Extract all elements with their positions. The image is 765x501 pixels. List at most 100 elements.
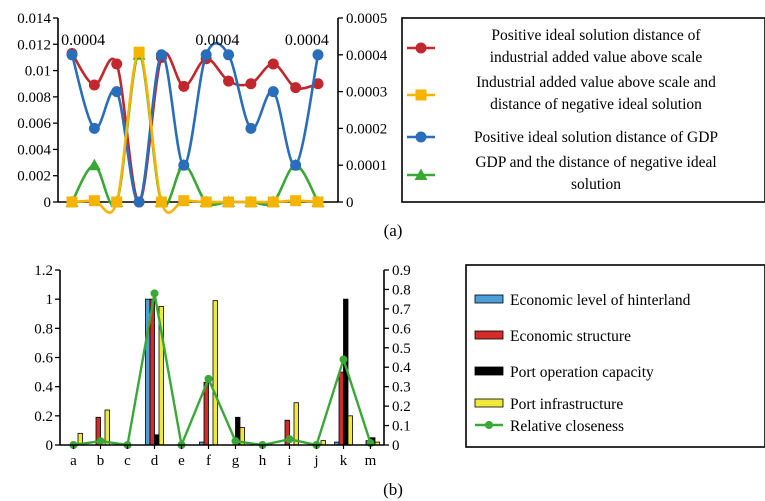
y-tick-label: 0.6: [34, 351, 53, 367]
x-tick-label: h: [259, 453, 267, 469]
data-point: [88, 122, 100, 134]
x-tick-label: f: [206, 453, 211, 469]
legend-entry: Economic structure: [474, 328, 631, 345]
data-point: [245, 78, 257, 90]
legend-label: Relative closeness: [510, 418, 624, 435]
data-point: [267, 196, 279, 208]
legend-label: Industrial added value above scale and: [476, 74, 716, 91]
line-series-relative-closeness: [69, 289, 375, 450]
y2-tick-label: 0.7: [392, 302, 411, 318]
data-point: [133, 196, 145, 208]
y2-tick-label: 0.4: [392, 360, 411, 376]
legend-label: Port infrastructure: [510, 396, 623, 413]
legend-entry: Positive ideal solution distance of GDP: [407, 129, 718, 146]
x-tick-label: m: [365, 453, 377, 469]
y2-tick-label: 0.3: [392, 380, 411, 396]
data-point: [290, 195, 302, 207]
x-tick-label: j: [313, 453, 318, 469]
data-point: [111, 196, 123, 208]
data-point: [223, 196, 235, 208]
legend-label: industrial added value above scale: [490, 49, 703, 66]
legend-swatch-marker: [415, 89, 427, 101]
data-point: [267, 86, 279, 98]
legend-label: Economic level of hinterland: [510, 292, 691, 309]
legend-swatch-bar: [474, 366, 504, 376]
y2-tick-label: 0: [346, 195, 354, 211]
legend-swatch-marker: [414, 168, 428, 180]
bar: [293, 402, 299, 446]
y2-tick-label: 0.1: [392, 419, 411, 435]
legend-swatch-marker: [485, 421, 493, 429]
caption-b: (b): [383, 480, 403, 499]
y-tick-label: 0.2: [34, 409, 53, 425]
y2-tick-label: 0: [392, 438, 400, 454]
legend-label: Positive ideal solution distance of: [491, 27, 701, 44]
y-tick-label: 0: [44, 195, 52, 211]
data-point: [111, 86, 123, 98]
legend-label: Positive ideal solution distance of GDP: [474, 129, 718, 146]
legend-box: [401, 17, 765, 203]
y2-tick-label: 0.6: [392, 321, 411, 337]
legend-swatch-bar: [474, 398, 504, 408]
x-tick-label: b: [97, 453, 105, 469]
data-point: [178, 80, 190, 92]
legend-entry: Economic level of hinterland: [474, 292, 691, 309]
y-tick-label: 0.004: [17, 142, 51, 158]
series-line: [70, 53, 320, 207]
bar: [338, 371, 344, 446]
legend-label: distance of negative ideal solution: [490, 96, 702, 113]
y2-tick-label: 0.5: [392, 341, 411, 357]
data-point: [312, 78, 324, 90]
data-point: [245, 122, 257, 134]
y-tick-label: 0.008: [17, 90, 51, 106]
data-point: [155, 49, 167, 61]
chart-b: 0 0.2 0.4 0.6 0.8 1 1.2 0 0.1 0.2 0.3 0.4 0.5 0.6 0.7 0…: [34, 263, 765, 469]
data-point: [88, 79, 100, 91]
legend-swatch-bar: [474, 330, 504, 340]
data-point: [204, 374, 213, 383]
bar: [203, 381, 209, 446]
y-tick-label: 1.2: [34, 263, 53, 279]
series-circle-2: [66, 42, 324, 208]
series-line: [73, 293, 372, 450]
data-point: [267, 58, 279, 70]
y2-tick-label: 0.0003: [346, 85, 387, 101]
y-tick-label: 0.014: [17, 11, 51, 27]
data-point: [150, 289, 159, 298]
x-tick-label: k: [340, 453, 348, 469]
data-point: [223, 75, 235, 87]
x-tick-label: g: [232, 453, 240, 469]
data-point: [66, 49, 78, 61]
data-point: [223, 49, 235, 61]
y2-tick-label: 0.2: [392, 399, 411, 415]
data-point: [290, 159, 302, 171]
data-point: [178, 195, 190, 207]
data-point: [200, 196, 212, 208]
caption-a: (a): [384, 221, 403, 240]
legend-entry: Port operation capacity: [474, 364, 654, 381]
y-tick-label: 0.01: [25, 64, 51, 80]
legend-a: Positive ideal solution distance of indus…: [401, 17, 765, 203]
bar-series-2: [73, 298, 376, 446]
annotation-label: 0.0004: [61, 32, 105, 49]
data-point: [155, 196, 167, 208]
legend-swatch-bar: [474, 294, 504, 304]
data-point: [96, 437, 105, 446]
legend-entry: Port infrastructure: [474, 396, 623, 413]
y-tick-label: 0.8: [34, 321, 53, 337]
data-point: [312, 49, 324, 61]
legend-label: Port operation capacity: [510, 364, 654, 381]
legend-b: Economic level of hinterland Economic str…: [465, 264, 765, 448]
legend-label: Economic structure: [510, 328, 631, 345]
legend-swatch-marker: [415, 42, 427, 54]
data-point: [200, 49, 212, 61]
y2-tick-label: 0.8: [392, 282, 411, 298]
annotation-label: 0.0004: [195, 32, 239, 49]
y2-tick-label: 0.0005: [346, 11, 387, 27]
y-tick-label: 0.006: [17, 116, 51, 132]
bar: [347, 415, 353, 446]
x-tick-label: e: [178, 453, 185, 469]
y2-tick-label: 0.0001: [346, 158, 387, 174]
legend-entry: GDP and the distance of negative ideal so…: [407, 154, 717, 193]
